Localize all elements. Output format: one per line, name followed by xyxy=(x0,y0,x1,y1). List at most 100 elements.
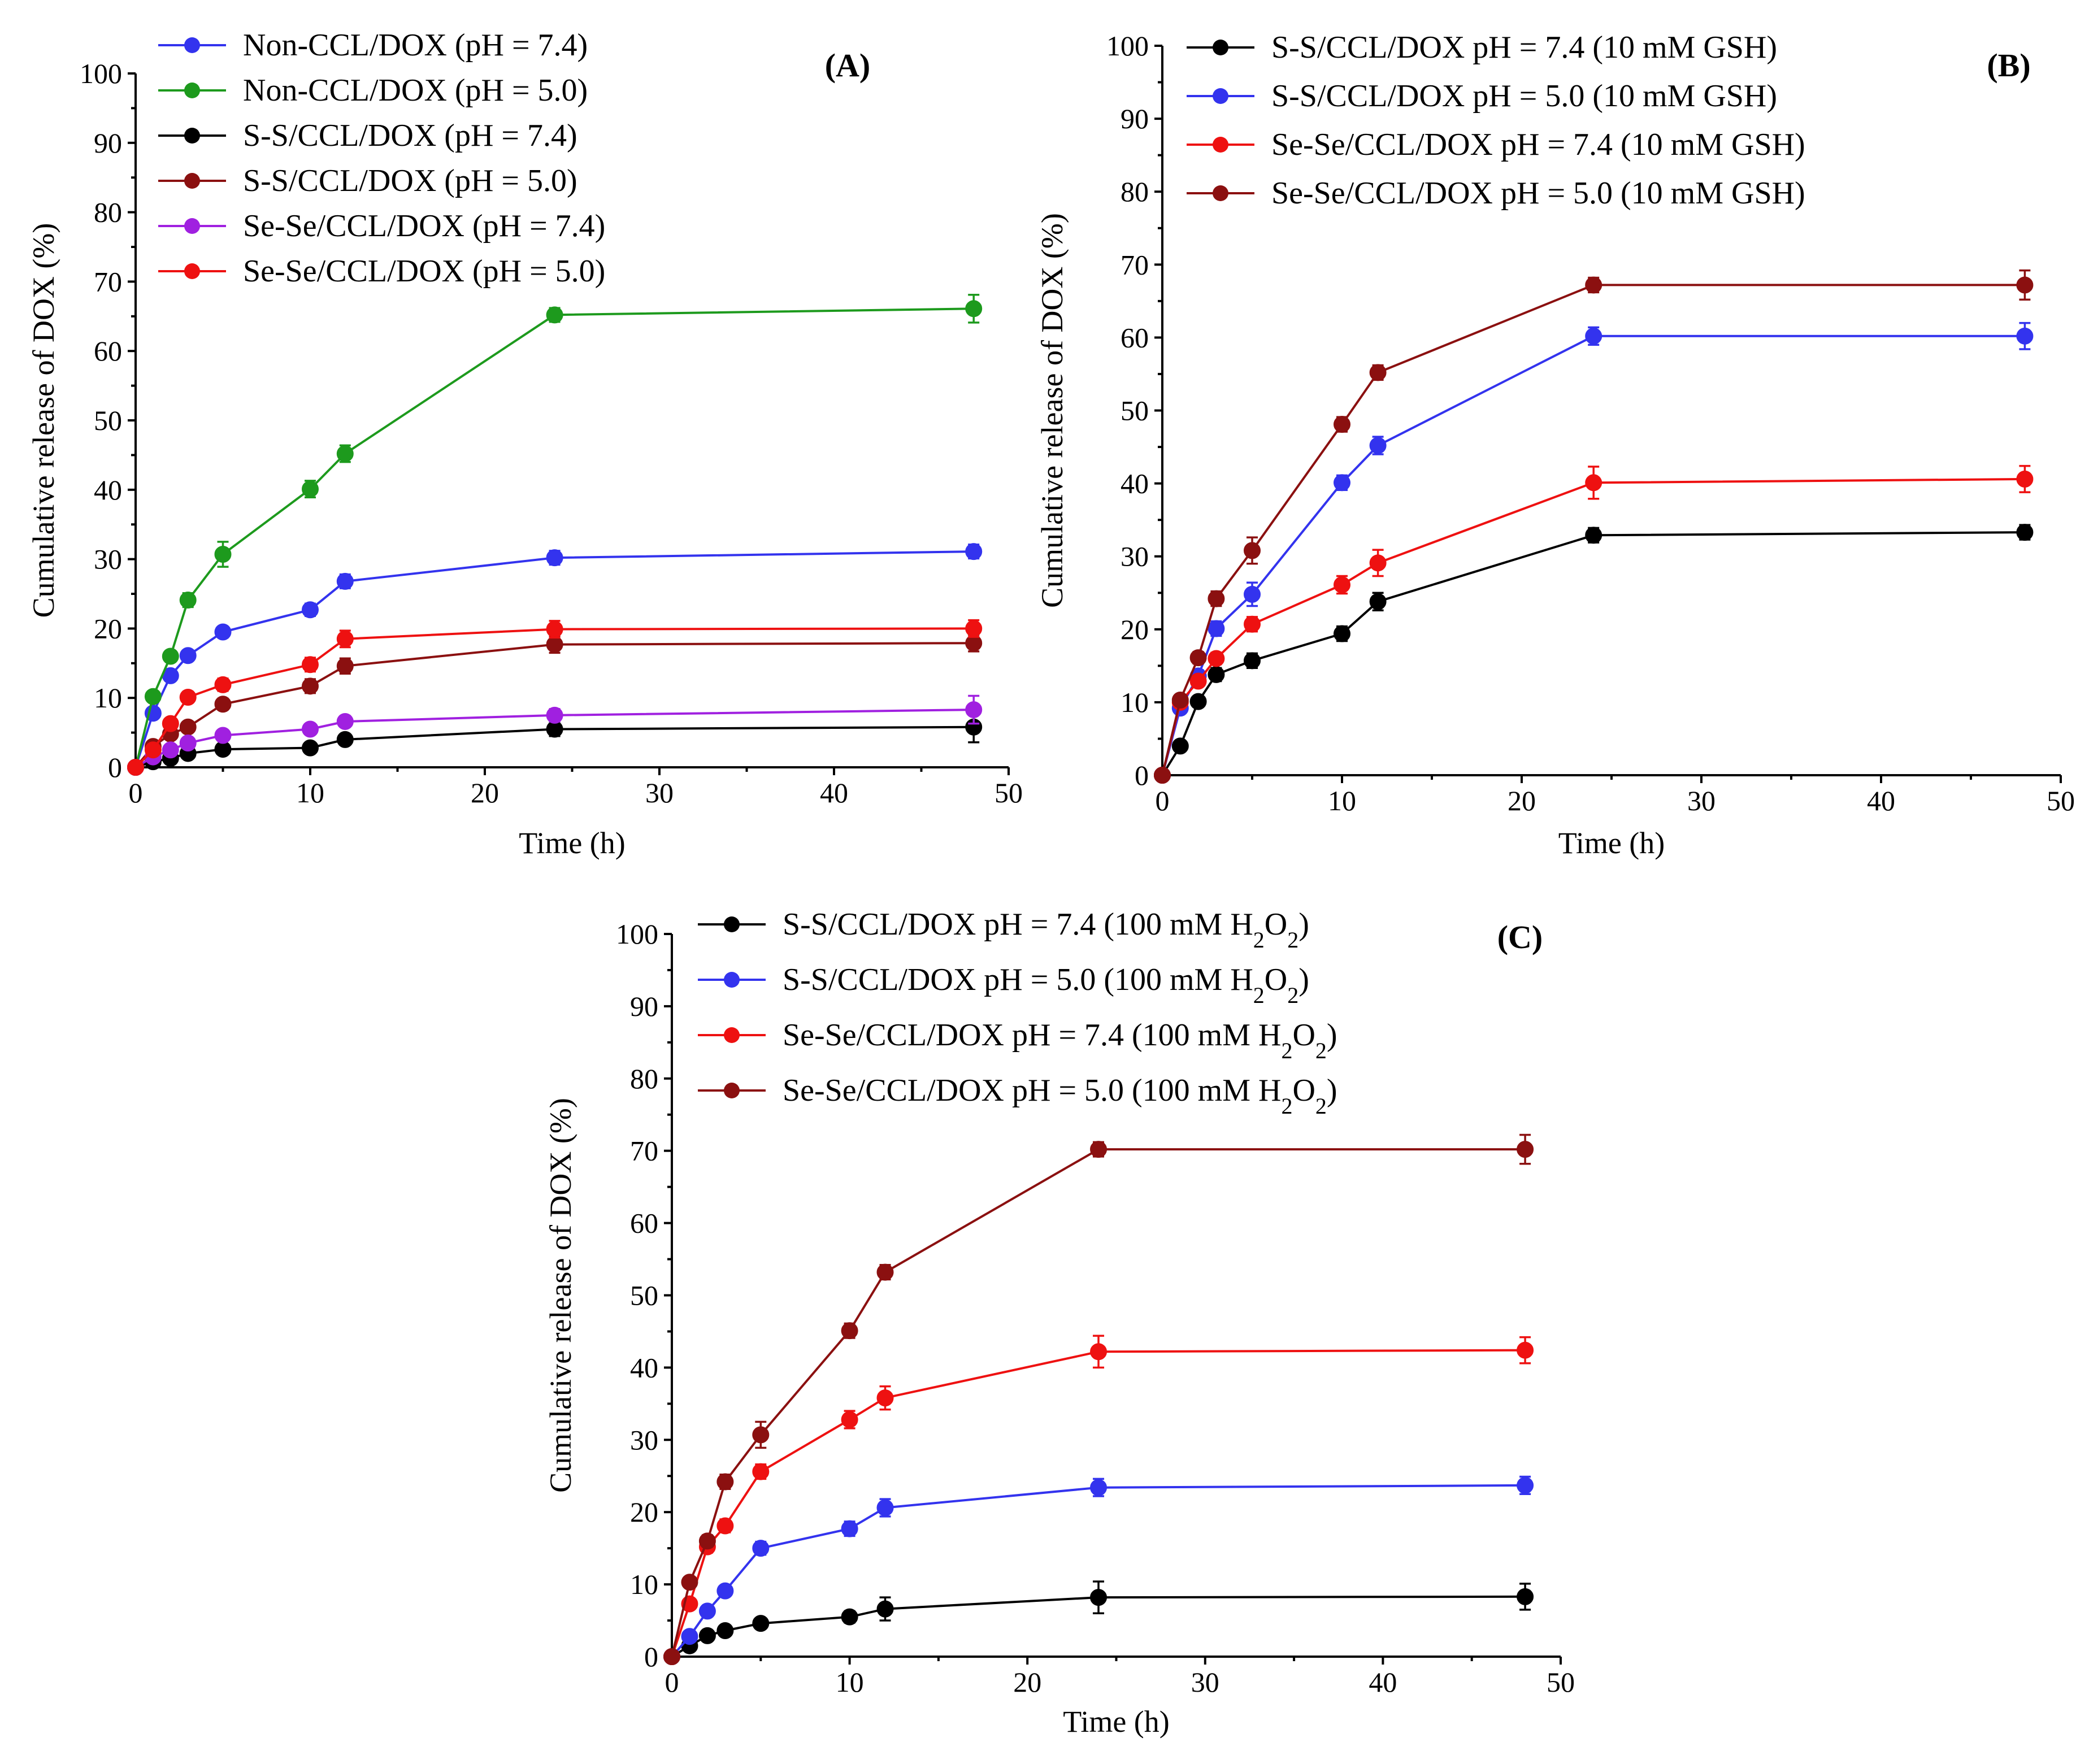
data-point xyxy=(1090,1479,1108,1496)
data-point xyxy=(214,727,232,744)
legend-item: S-S/CCL/DOX pH = 7.4 (100 mM H2O2) xyxy=(698,907,1309,953)
x-tick-label: 50 xyxy=(994,777,1023,809)
data-point xyxy=(302,739,319,757)
data-point xyxy=(1585,327,1602,345)
y-tick-label: 50 xyxy=(94,405,122,436)
x-axis-title: Time (h) xyxy=(519,826,626,860)
data-point xyxy=(336,657,354,675)
legend-label: Non-CCL/DOX (pH = 5.0) xyxy=(243,73,588,108)
panel-c: 0 10 20 30 40 50 60 70 80 90 100 0 10 20 30 40 50 Time (h… xyxy=(544,907,1575,1739)
data-point xyxy=(876,1389,894,1407)
legend-label: Se-Se/CCL/DOX (pH = 7.4) xyxy=(243,208,605,244)
data-point xyxy=(681,1574,698,1591)
data-point xyxy=(302,601,319,619)
panel-label: (C) xyxy=(1497,919,1543,955)
panel-b: 0 10 20 30 40 50 60 70 80 90 100 0 10 20 30 40 50 Time (h… xyxy=(1035,30,2075,860)
data-point xyxy=(127,759,144,776)
data-point xyxy=(546,306,563,324)
data-point xyxy=(214,546,232,563)
y-tick-label: 20 xyxy=(630,1496,658,1528)
y-tick-label: 100 xyxy=(616,918,658,950)
y-tick-label: 80 xyxy=(630,1063,658,1094)
legend-marker xyxy=(724,916,740,932)
x-tick-label: 30 xyxy=(1687,785,1716,816)
data-point xyxy=(876,1499,894,1517)
data-point xyxy=(1189,672,1207,690)
data-point xyxy=(1369,437,1387,454)
legend-marker xyxy=(184,218,200,234)
data-point xyxy=(2016,524,2034,541)
data-point xyxy=(752,1540,770,1557)
series-5 xyxy=(127,619,983,776)
legend-label: S-S/CCL/DOX pH = 7.4 (10 mM GSH) xyxy=(1271,30,1777,65)
data-point xyxy=(1154,767,1171,784)
legend: S-S/CCL/DOX pH = 7.4 (100 mM H2O2) S-S/CC… xyxy=(698,907,1337,1119)
x-tick-label: 40 xyxy=(1369,1666,1397,1698)
data-point xyxy=(876,1600,894,1618)
legend-item: S-S/CCL/DOX pH = 5.0 (10 mM GSH) xyxy=(1187,79,1777,114)
legend-label: S-S/CCL/DOX pH = 5.0 (100 mM H2O2) xyxy=(783,962,1309,1008)
legend-label: S-S/CCL/DOX (pH = 5.0) xyxy=(243,163,577,198)
y-tick-label: 90 xyxy=(630,990,658,1022)
data-point xyxy=(965,300,983,318)
y-tick-label: 60 xyxy=(1120,321,1149,353)
data-point xyxy=(841,1520,858,1537)
legend-marker xyxy=(724,1083,740,1098)
panel-label: (A) xyxy=(825,47,871,84)
legend: S-S/CCL/DOX pH = 7.4 (10 mM GSH) S-S/CCL/… xyxy=(1187,30,1805,211)
legend-marker xyxy=(724,1027,740,1043)
data-point xyxy=(716,1582,734,1600)
y-tick-label: 80 xyxy=(1120,176,1149,207)
y-tick-label: 10 xyxy=(630,1569,658,1600)
series-0 xyxy=(127,543,983,776)
data-point xyxy=(716,1473,734,1491)
legend-marker xyxy=(1213,185,1228,201)
legend-label: Se-Se/CCL/DOX pH = 5.0 (10 mM GSH) xyxy=(1271,176,1805,211)
legend-item: S-S/CCL/DOX pH = 5.0 (100 mM H2O2) xyxy=(698,962,1309,1008)
data-point xyxy=(698,1532,716,1550)
data-point xyxy=(1208,590,1225,607)
y-tick-label: 90 xyxy=(1120,103,1149,134)
data-point xyxy=(546,636,563,653)
y-tick-label: 0 xyxy=(1135,759,1149,791)
legend-item: S-S/CCL/DOX (pH = 7.4) xyxy=(158,118,577,153)
data-point xyxy=(1208,650,1225,667)
data-point xyxy=(1171,692,1189,709)
legend-marker xyxy=(184,37,200,53)
legend: Non-CCL/DOX (pH = 7.4) Non-CCL/DOX (pH = … xyxy=(158,28,605,289)
data-point xyxy=(1189,649,1207,667)
data-point xyxy=(1517,1141,1534,1158)
legend-marker xyxy=(184,263,200,279)
data-point xyxy=(144,741,162,759)
data-point xyxy=(841,1322,858,1340)
data-point xyxy=(214,696,232,713)
data-point xyxy=(1585,527,1602,544)
data-point xyxy=(1090,1589,1108,1606)
data-point xyxy=(1334,576,1350,594)
series-0 xyxy=(1154,524,2034,784)
legend-marker xyxy=(184,173,200,189)
legend-label: S-S/CCL/DOX (pH = 7.4) xyxy=(243,118,577,153)
x-tick-label: 30 xyxy=(645,777,674,809)
y-tick-label: 0 xyxy=(644,1641,658,1672)
legend-label: Se-Se/CCL/DOX pH = 5.0 (100 mM H2O2) xyxy=(783,1073,1337,1119)
x-tick-label: 10 xyxy=(836,1666,864,1698)
data-point xyxy=(716,1622,734,1639)
legend-label: Se-Se/CCL/DOX (pH = 5.0) xyxy=(243,254,605,289)
data-point xyxy=(1334,416,1350,433)
data-point xyxy=(302,480,319,498)
x-tick-label: 10 xyxy=(296,777,324,809)
y-tick-label: 10 xyxy=(94,682,122,714)
data-point xyxy=(1517,1341,1534,1359)
y-tick-label: 70 xyxy=(630,1135,658,1167)
legend-item: Se-Se/CCL/DOX pH = 5.0 (10 mM GSH) xyxy=(1187,176,1805,211)
data-point xyxy=(2016,327,2034,345)
y-tick-label: 60 xyxy=(94,335,122,367)
data-point xyxy=(663,1648,680,1665)
data-point xyxy=(179,688,197,706)
legend-label: S-S/CCL/DOX pH = 7.4 (100 mM H2O2) xyxy=(783,907,1309,953)
series-3 xyxy=(663,1133,1534,1665)
legend-label: Non-CCL/DOX (pH = 7.4) xyxy=(243,28,588,63)
legend-marker xyxy=(184,82,200,98)
